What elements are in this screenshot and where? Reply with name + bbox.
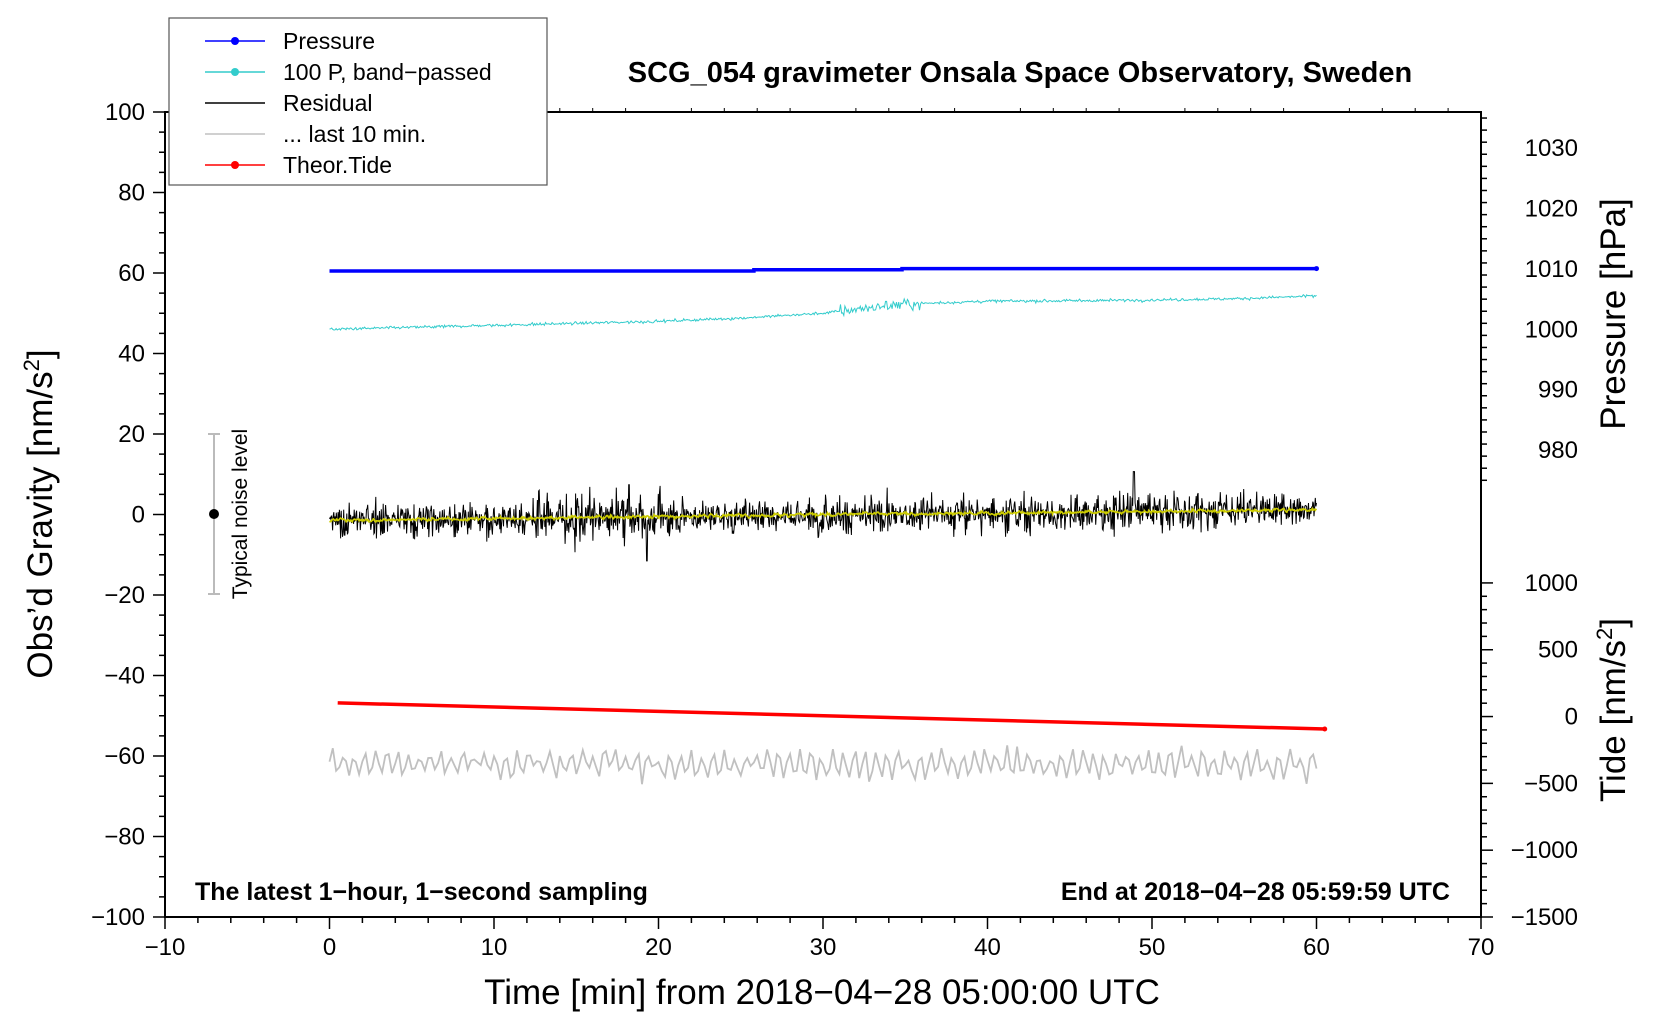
series-theor-tide [337,701,1325,731]
x-tick-label: 70 [1468,934,1495,961]
x-tick-label: 30 [810,934,837,961]
chart-title: SCG_054 gravimeter Onsala Space Observat… [628,57,1412,89]
pressure-tick-label: 990 [1538,377,1578,404]
legend-marker [231,161,239,169]
x-tick-label: 10 [481,934,508,961]
x-axis-label: Time [min] from 2018−04−28 05:00:00 UTC [484,973,1160,1012]
legend-marker [231,37,239,45]
series-pressure [329,266,1317,273]
y-axis-label-tide-close: ] [1594,618,1633,628]
footer-right-label: End at 2018−04−28 05:59:59 UTC [1061,878,1450,906]
legend: Pressure 100 P, band−passed Residual ... la… [168,17,548,186]
noise-bar: Typical noise level [208,429,252,599]
legend-label: ... last 10 min. [283,121,426,147]
y-tick-label: −40 [104,663,145,690]
pressure-tick-label: 1000 [1525,316,1578,343]
y-axis-label-left: Obs’d Gravity [nm/s2] [19,349,60,678]
x-tick-label: 40 [974,934,1001,961]
pressure-tick-label: 1010 [1525,256,1578,283]
series-residual [329,471,1317,562]
y-tick-label: −60 [104,743,145,770]
legend-label: Pressure [283,28,375,54]
tide-tick-label: −1500 [1511,904,1578,931]
labels-layer: −10 0 10 20 30 40 50 60 70100806040200−20−40−60−… [91,99,1578,961]
series-pressure-end-dot [1314,266,1319,272]
ticks-layer [153,108,1493,929]
y-axis-label-tide: Tide [nm/s2] [1592,618,1633,802]
noise-bar-label: Typical noise level [229,429,252,599]
legend-label: Residual [283,90,373,116]
y-axis-label-left-close: ] [21,349,60,359]
pressure-tick-label: 980 [1538,437,1578,464]
noise-bar-dot [209,509,219,519]
series-theor-tide-end-dot [1322,726,1328,732]
series-last-10-min [328,745,1318,785]
y-tick-label: 100 [105,99,145,126]
tide-tick-label: −1000 [1511,837,1578,864]
y-tick-label: 0 [132,502,145,529]
series-residual-smoothed [328,506,1318,524]
y-tick-label: −80 [104,824,145,851]
x-tick-label: 0 [323,934,336,961]
pressure-tick-label: 1020 [1525,196,1578,223]
y-axis-label-tide-main: Tide [nm/s [1594,640,1633,802]
y-tick-label: 80 [118,180,145,207]
x-tick-label: 20 [645,934,672,961]
legend-marker [231,68,239,76]
footer-left-label: The latest 1−hour, 1−second sampling [195,878,648,906]
series-layer [328,266,1328,785]
y-axis-label-pressure: Pressure [hPa] [1594,198,1633,430]
series-band-passed-pressure [329,293,1317,331]
tide-tick-label: 1000 [1525,570,1578,597]
pressure-tick-label: 1030 [1525,135,1578,162]
y-tick-label: 20 [118,421,145,448]
y-tick-label: −20 [104,582,145,609]
tide-tick-label: 0 [1565,704,1578,731]
legend-entries: Pressure 100 P, band−passed Residual ... la… [205,28,492,178]
tide-tick-label: −500 [1524,770,1578,797]
legend-label: Theor.Tide [283,152,392,178]
tide-tick-label: 500 [1538,637,1578,664]
y-tick-label: 40 [118,341,145,368]
x-tick-label: 50 [1139,934,1166,961]
y-axis-label-left-sup: 2 [19,359,44,371]
x-tick-label: −10 [145,934,186,961]
x-tick-label: 60 [1303,934,1330,961]
legend-label: 100 P, band−passed [283,59,492,85]
y-tick-label: −100 [91,904,145,931]
y-axis-label-left-main: Obs’d Gravity [nm/s [21,371,60,678]
legend-box [168,17,548,186]
y-axis-label-tide-sup: 2 [1592,628,1617,640]
y-tick-label: 60 [118,260,145,287]
